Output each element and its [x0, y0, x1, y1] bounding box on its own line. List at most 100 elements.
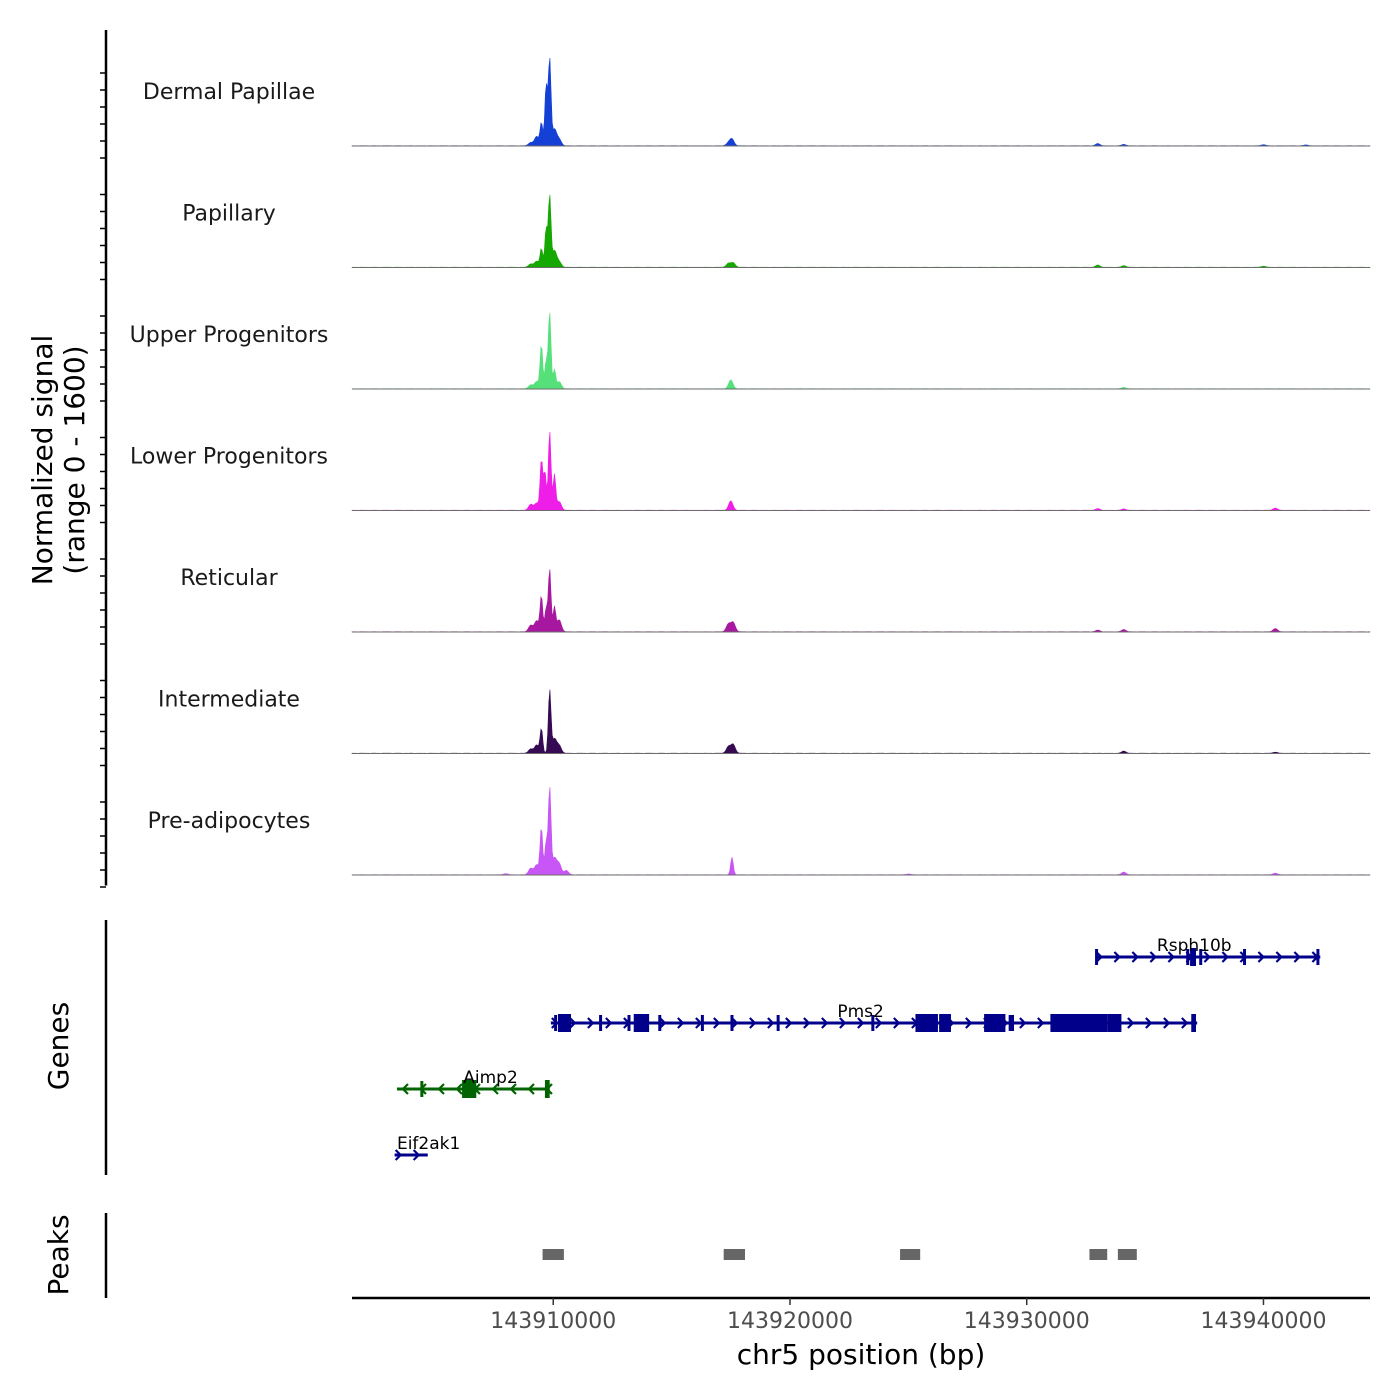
peak-region: [900, 1249, 921, 1260]
strand-arrow: [839, 1017, 847, 1029]
x-tick-label: 143920000: [727, 1309, 853, 1334]
strand-arrow: [749, 1017, 757, 1029]
gene-rsph10b: Rsph10b: [1095, 936, 1321, 966]
strand-arrow: [695, 1017, 703, 1029]
gene-aimp2: Aimp2: [396, 1068, 553, 1098]
strand-arrow: [821, 1017, 829, 1029]
x-tick-label: 143930000: [964, 1309, 1090, 1334]
exon-block: [1107, 1014, 1122, 1032]
gene-name-label: Aimp2: [463, 1068, 518, 1088]
track-intermediate: Intermediate: [158, 688, 1371, 754]
strand-arrow: [785, 1017, 793, 1029]
exon-block: [633, 1014, 650, 1032]
gene-models: Rsph10b Pms2 Aimp2 Eif2ak1: [394, 936, 1321, 1161]
strand-arrow: [394, 1149, 403, 1161]
x-axis-ticks: 143910000 143920000 143930000 143940000: [490, 1298, 1326, 1334]
strand-arrow: [1167, 951, 1175, 963]
strand-arrow: [1127, 1017, 1135, 1029]
signal-area: [351, 786, 1371, 876]
exon-block: [1191, 1014, 1196, 1032]
strand-arrow: [1275, 951, 1283, 963]
track-label: Reticular: [180, 566, 278, 591]
genes-panel-label: Genes: [42, 1002, 75, 1090]
coverage-y-label-line2: (range 0 - 1600): [58, 345, 91, 574]
strand-arrow: [731, 1017, 739, 1029]
strand-arrow: [1037, 1017, 1045, 1029]
exon-block: [984, 1014, 1006, 1032]
track-label: Pre-adipocytes: [148, 809, 311, 834]
strand-arrow: [893, 1017, 901, 1029]
strand-arrow: [1131, 951, 1139, 963]
gene-pms2: Pms2: [550, 1002, 1198, 1032]
signal-area: [351, 569, 1371, 633]
strand-arrow: [527, 1083, 535, 1095]
gene-name-label: Eif2ak1: [397, 1134, 460, 1154]
gene-name-label: Pms2: [837, 1002, 883, 1022]
strand-arrow: [677, 1017, 685, 1029]
peak-region: [1117, 1249, 1137, 1260]
strand-arrow: [875, 1017, 883, 1029]
track-reticular: Reticular: [180, 566, 1371, 633]
track-upper-progenitors: Upper Progenitors: [130, 312, 1371, 390]
gene-name-label: Rsph10b: [1157, 936, 1232, 956]
peak-region: [542, 1249, 564, 1260]
track-papillary: Papillary: [182, 194, 1371, 268]
signal-area: [351, 194, 1371, 268]
gene-eif2ak1: Eif2ak1: [394, 1134, 460, 1161]
exon-block: [1190, 948, 1196, 966]
x-axis-label: chr5 position (bp): [737, 1338, 986, 1371]
strand-arrow: [401, 1083, 409, 1095]
strand-arrow: [491, 1083, 499, 1095]
signal-area: [351, 431, 1371, 511]
strand-arrow: [767, 1017, 775, 1029]
strand-arrow: [455, 1083, 463, 1095]
strand-arrow: [1113, 951, 1121, 963]
exon-block: [557, 1014, 571, 1032]
track-dermal-papillae: Dermal Papillae: [143, 57, 1371, 147]
peak-region: [1089, 1249, 1108, 1260]
x-tick-label: 143910000: [490, 1309, 616, 1334]
peak-region: [723, 1249, 745, 1260]
exon-block: [544, 1080, 550, 1098]
strand-arrow: [569, 1017, 577, 1029]
coverage-y-label-line1: Normalized signal: [26, 335, 59, 586]
track-label: Intermediate: [158, 688, 300, 713]
track-pre-adipocytes: Pre-adipocytes: [148, 786, 1371, 876]
strand-arrow: [713, 1017, 721, 1029]
strand-arrow: [659, 1017, 667, 1029]
coverage-tracks: Dermal Papillae Papillary Upper Progenitor…: [130, 57, 1371, 876]
track-label: Dermal Papillae: [143, 80, 315, 105]
x-tick-label: 143940000: [1200, 1309, 1326, 1334]
track-lower-progenitors: Lower Progenitors: [130, 431, 1371, 511]
exon-block: [939, 1014, 951, 1032]
peaks-panel-label: Peaks: [42, 1214, 75, 1295]
track-label: Upper Progenitors: [130, 323, 329, 348]
track-label: Papillary: [182, 202, 276, 227]
strand-arrow: [803, 1017, 811, 1029]
coverage-y-axis: [100, 30, 108, 888]
strand-arrow: [605, 1017, 613, 1029]
strand-arrow: [1257, 951, 1265, 963]
strand-arrow: [1221, 951, 1229, 963]
strand-arrow: [587, 1017, 595, 1029]
strand-arrow: [965, 1017, 973, 1029]
strand-arrow: [412, 1149, 421, 1161]
peak-regions: [542, 1249, 1137, 1260]
strand-arrow: [1181, 1017, 1189, 1029]
strand-arrow: [437, 1083, 445, 1095]
strand-arrow: [1019, 1017, 1027, 1029]
exon-block: [1050, 1014, 1108, 1032]
strand-arrow: [857, 1017, 865, 1029]
strand-arrow: [1163, 1017, 1171, 1029]
exon-block: [462, 1080, 477, 1098]
signal-area: [351, 57, 1371, 147]
signal-area: [351, 312, 1371, 390]
track-label: Lower Progenitors: [130, 445, 328, 470]
strand-arrow: [1145, 1017, 1153, 1029]
strand-arrow: [1149, 951, 1157, 963]
signal-area: [351, 689, 1371, 754]
strand-arrow: [509, 1083, 517, 1095]
strand-arrow: [1203, 951, 1211, 963]
strand-arrow: [1293, 951, 1301, 963]
